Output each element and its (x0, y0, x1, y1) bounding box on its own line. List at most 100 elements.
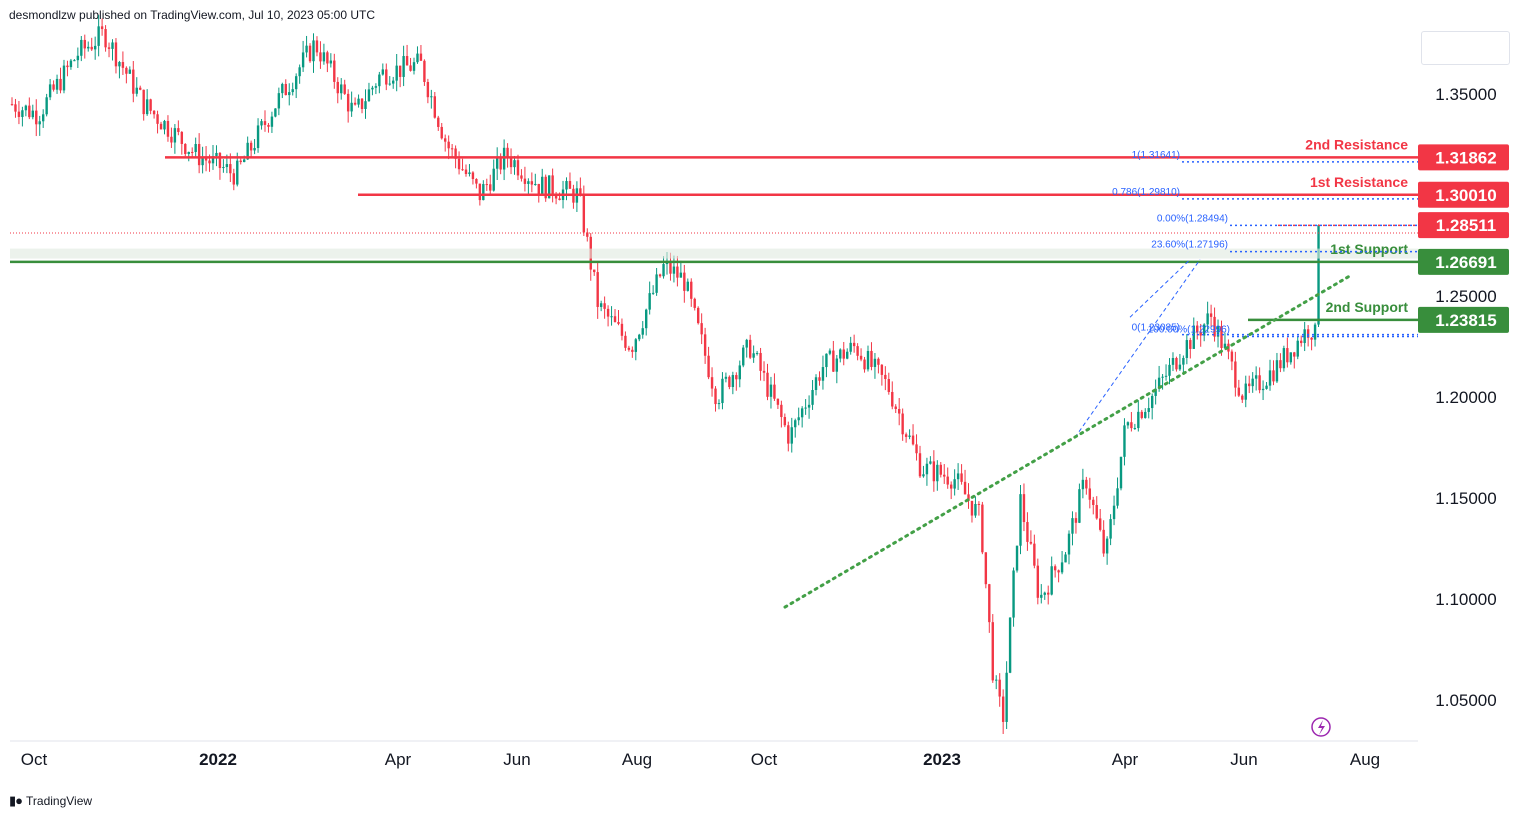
candle-body (887, 379, 890, 392)
candle-body (842, 349, 845, 359)
candle-body (502, 147, 506, 170)
candle-body (783, 417, 787, 426)
candle-body (197, 144, 201, 166)
lightning-icon (1311, 717, 1331, 737)
candle-body (690, 281, 693, 299)
y-tick-label: 1.25000 (1435, 287, 1496, 306)
candle-body (1140, 411, 1143, 418)
candle-body (1296, 340, 1299, 357)
level-label: 1st Resistance (1310, 174, 1408, 190)
candle-body (367, 89, 371, 102)
candle-body (360, 98, 364, 109)
candle-body (87, 46, 90, 49)
candle-body (433, 96, 437, 118)
candle-body (936, 464, 939, 482)
candle-body (1105, 538, 1109, 554)
candle-body (1074, 518, 1078, 523)
candle-body (381, 69, 385, 75)
candle-body (790, 427, 793, 444)
candle-body (1008, 617, 1012, 673)
candle-body (1220, 326, 1223, 349)
candle-body (1213, 316, 1216, 337)
candle-body (551, 175, 554, 195)
candle-body (1275, 360, 1279, 382)
candle-body (672, 266, 676, 274)
candle-body (1306, 329, 1310, 338)
candle-body (416, 53, 419, 63)
x-tick-label: Oct (21, 750, 48, 769)
candle-body (225, 164, 229, 168)
candle-body (710, 377, 714, 389)
price-label-box (1418, 181, 1509, 208)
candle-body (897, 408, 901, 414)
candle-body (371, 87, 374, 90)
candle-body (1168, 364, 1171, 376)
candle-body (991, 622, 994, 681)
candle-body (859, 355, 863, 360)
candle-body (544, 176, 547, 199)
candle-body (1053, 566, 1057, 571)
candle-body (1036, 565, 1040, 598)
candle-body (444, 138, 447, 142)
x-tick-label: Aug (622, 750, 652, 769)
candle-body (679, 272, 683, 278)
candle-body (579, 188, 582, 194)
candle-body (700, 323, 703, 335)
candle-body (547, 175, 551, 199)
candle-body (222, 167, 225, 169)
candle-body (1199, 332, 1202, 336)
candle-body (530, 181, 534, 185)
fib-level-label: 100.00%(1.22996) (1148, 324, 1230, 335)
candle-body (582, 193, 586, 233)
candle-body (1078, 489, 1081, 523)
candle-body (1043, 592, 1046, 595)
candle-body (326, 52, 329, 64)
candle-body (1150, 395, 1154, 409)
candle-body (1085, 479, 1088, 489)
candle-body (412, 62, 416, 71)
candle-body (1081, 479, 1085, 490)
candle-body (1109, 519, 1112, 539)
candle-body (440, 126, 443, 139)
tradingview-logo-icon: ▮● (9, 793, 23, 808)
candle-body (669, 260, 672, 274)
level-label: 2nd Resistance (1305, 136, 1408, 152)
candle-body (1317, 225, 1320, 325)
candle-body (59, 78, 62, 91)
candle-body (97, 26, 100, 46)
candle-body (1237, 387, 1241, 396)
candle-body (1313, 324, 1317, 340)
candle-body (170, 136, 173, 143)
candle-body (932, 461, 936, 482)
candle-body (145, 99, 149, 115)
candle-body (1102, 529, 1105, 554)
candles-layer (10, 15, 1320, 734)
candle-body (877, 358, 880, 365)
candle-body (38, 121, 41, 125)
candle-body (1092, 499, 1095, 506)
candle-body (645, 309, 648, 329)
x-tick-label: Oct (751, 750, 778, 769)
candle-body (1022, 494, 1026, 523)
candle-body (1157, 377, 1161, 389)
candle-body (1001, 696, 1005, 722)
price-label-box (1418, 306, 1509, 333)
candle-body (641, 328, 644, 335)
candle-body (353, 102, 357, 105)
candle-body (14, 104, 17, 112)
candle-body (357, 98, 360, 105)
candle-body (392, 80, 395, 84)
candle-body (627, 347, 631, 350)
candle-body (482, 184, 485, 201)
candle-body (818, 377, 821, 381)
candle-body (520, 175, 523, 179)
candle-body (1216, 326, 1220, 337)
candle-body (1230, 351, 1234, 362)
candle-body (1137, 411, 1140, 429)
chart-top-box[interactable] (1421, 31, 1510, 65)
candle-body (350, 102, 353, 112)
candle-body (204, 157, 208, 161)
candle-body (620, 323, 624, 336)
candle-body (1206, 313, 1209, 325)
